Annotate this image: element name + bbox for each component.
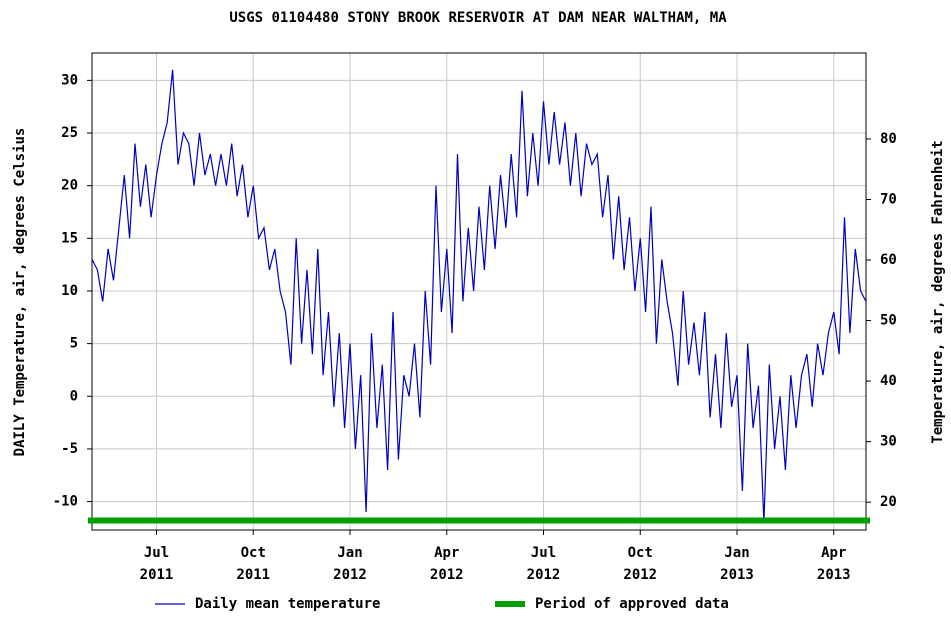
y-tick-label: 0: [70, 388, 78, 404]
x-tick-label: Jul 2012: [526, 545, 561, 583]
legend-label: Daily mean temperature: [195, 596, 380, 612]
legend-label: Period of approved data: [535, 596, 729, 612]
y-tick-label: 15: [61, 230, 78, 246]
y2-tick-label: 40: [880, 373, 897, 389]
y-tick-label: 30: [61, 72, 78, 88]
y2-tick-label: 20: [880, 494, 897, 510]
x-tick-label: Apr 2012: [429, 545, 464, 583]
y-tick-label: 10: [61, 283, 78, 299]
y2-tick-label: 70: [880, 191, 897, 207]
y-tick-label: -5: [61, 441, 78, 457]
y-tick-label: -10: [53, 494, 78, 510]
x-tick-label: Jan 2013: [720, 545, 754, 583]
x-tick-label: Jan 2012: [333, 545, 367, 583]
y2-tick-label: 60: [880, 252, 897, 268]
y2-tick-label: 80: [880, 131, 897, 147]
y2-tick-label: 30: [880, 434, 897, 450]
y-axis-label: DAILY Temperature, air, degrees Celsius: [12, 128, 28, 457]
x-tick-label: Oct 2012: [623, 545, 658, 583]
y2-tick-label: 50: [880, 313, 897, 329]
y-tick-label: 20: [61, 178, 78, 194]
y2-axis-label: Temperature, air, degrees Fahrenheit: [930, 140, 946, 443]
y-tick-label: 5: [70, 336, 78, 352]
data-line: [91, 69, 867, 523]
plot-area: [92, 53, 866, 530]
x-tick-label: Apr 2013: [816, 545, 851, 583]
y-tick-label: 25: [61, 125, 78, 141]
x-tick-label: Jul 2011: [139, 545, 174, 583]
chart-title: USGS 01104480 STONY BROOK RESERVOIR AT D…: [229, 10, 727, 26]
plot-frame: [91, 52, 867, 531]
x-tick-label: Oct 2011: [236, 545, 271, 583]
